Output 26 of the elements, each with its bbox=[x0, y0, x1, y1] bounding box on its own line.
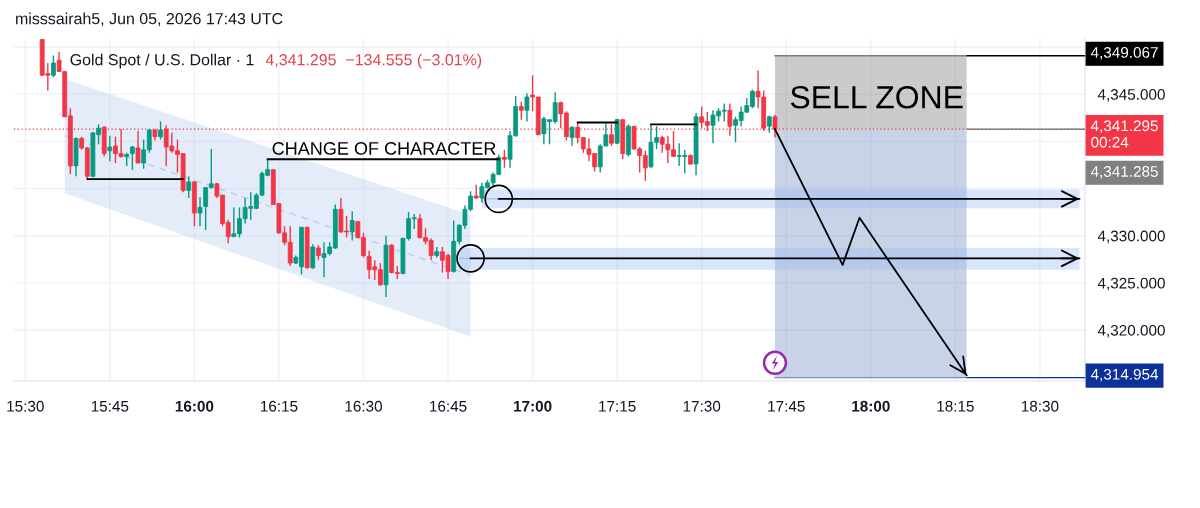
x-tick-label: 17:00 bbox=[514, 400, 552, 412]
x-tick-label: 16:15 bbox=[260, 400, 298, 412]
ref-line-label: 4,349.067 bbox=[1090, 47, 1158, 60]
x-tick-label: 17:45 bbox=[768, 401, 805, 412]
x-tick-label: 17:30 bbox=[683, 400, 721, 412]
annotation: CHANGE OF CHARACTER bbox=[272, 142, 496, 155]
x-tick-label: 15:30 bbox=[7, 400, 44, 412]
y-tick-label: 4,320.000 bbox=[1097, 324, 1165, 338]
annotation: SELL ZONE bbox=[790, 85, 963, 109]
x-tick-label: 18:30 bbox=[1021, 400, 1059, 412]
text: misssairah5, Jun 05, 2026 17:43 UTC bbox=[16, 12, 283, 27]
x-tick-label: 18:00 bbox=[852, 400, 890, 412]
ref-line-label: 4,314.954 bbox=[1090, 368, 1159, 382]
annotation: 4,341.295 −134.555 (−3.01%) bbox=[265, 53, 482, 69]
y-tick-label: 4,330.000 bbox=[1097, 230, 1165, 244]
y-tick-label: 4,325.000 bbox=[1097, 277, 1165, 291]
ref-line-label: 4,341.285 bbox=[1090, 166, 1158, 179]
x-tick-label: 15:45 bbox=[91, 401, 129, 412]
y-tick-label: 4,345.000 bbox=[1097, 89, 1165, 102]
x-tick-label: 16:30 bbox=[345, 400, 382, 412]
x-tick-label: 16:00 bbox=[175, 400, 214, 412]
x-tick-label: 16:45 bbox=[430, 400, 467, 412]
x-tick-label: 17:15 bbox=[599, 401, 636, 412]
text: Gold Spot / U.S. Dollar · 1 bbox=[70, 53, 254, 69]
x-tick-label: 18:15 bbox=[937, 400, 974, 412]
ref-line-label: 4,341.295 00:24 bbox=[1090, 120, 1158, 148]
